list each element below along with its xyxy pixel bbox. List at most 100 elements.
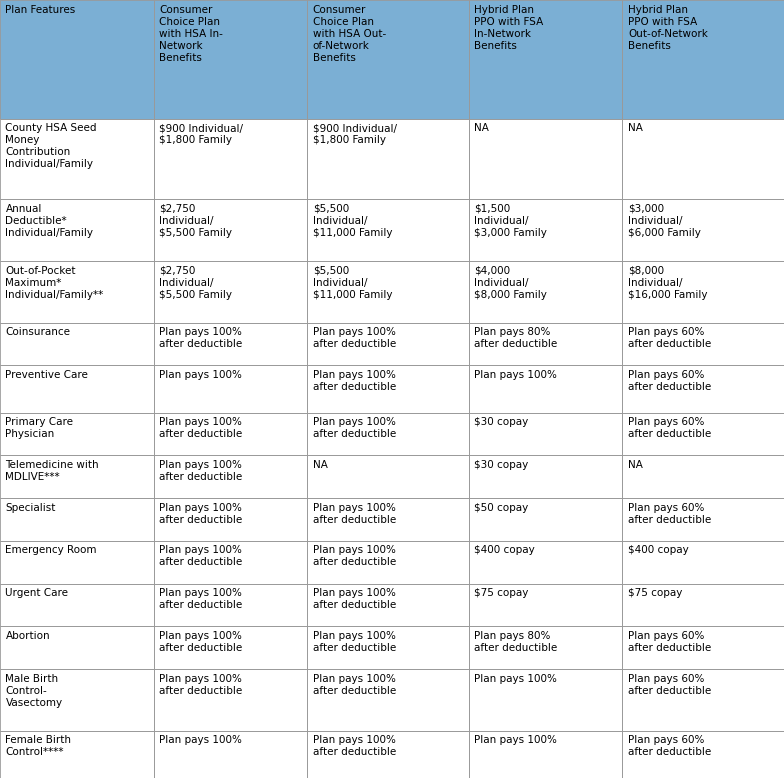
Bar: [0, 118, 154, 199]
Text: Plan pays 100%
after deductible: Plan pays 100% after deductible: [313, 417, 396, 440]
Text: $3,000
Individual/
$6,000 Family: $3,000 Individual/ $6,000 Family: [628, 204, 701, 238]
Text: Plan pays 100%
after deductible: Plan pays 100% after deductible: [159, 417, 242, 440]
Bar: [469, 0, 622, 118]
Bar: [154, 584, 307, 626]
Text: Plan pays 100%
after deductible: Plan pays 100% after deductible: [159, 588, 242, 610]
Bar: [154, 199, 307, 261]
Bar: [307, 669, 469, 731]
Bar: [154, 412, 307, 455]
Bar: [0, 731, 154, 778]
Bar: [622, 731, 784, 778]
Bar: [622, 455, 784, 498]
Text: Plan pays 80%
after deductible: Plan pays 80% after deductible: [474, 328, 557, 349]
Text: $2,750
Individual/
$5,500 Family: $2,750 Individual/ $5,500 Family: [159, 265, 232, 300]
Bar: [0, 199, 154, 261]
Bar: [154, 731, 307, 778]
Bar: [0, 412, 154, 455]
Text: $400 copay: $400 copay: [474, 545, 535, 555]
Bar: [0, 626, 154, 669]
Bar: [622, 626, 784, 669]
Bar: [0, 261, 154, 323]
Bar: [622, 199, 784, 261]
Bar: [307, 498, 469, 541]
Bar: [0, 626, 154, 669]
Text: Plan pays 100%
after deductible: Plan pays 100% after deductible: [159, 460, 242, 482]
Bar: [469, 366, 622, 412]
Bar: [469, 323, 622, 366]
Bar: [154, 323, 307, 366]
Bar: [0, 541, 154, 584]
Bar: [154, 261, 307, 323]
Bar: [469, 118, 622, 199]
Bar: [622, 118, 784, 199]
Text: Hybrid Plan
PPO with FSA
Out-of-Network
Benefits: Hybrid Plan PPO with FSA Out-of-Network …: [628, 5, 708, 51]
Text: Plan pays 60%
after deductible: Plan pays 60% after deductible: [628, 417, 711, 440]
Bar: [307, 0, 469, 118]
Bar: [154, 455, 307, 498]
Bar: [307, 199, 469, 261]
Bar: [307, 455, 469, 498]
Text: Plan pays 100%
after deductible: Plan pays 100% after deductible: [313, 328, 396, 349]
Bar: [469, 584, 622, 626]
Text: Emergency Room: Emergency Room: [5, 545, 97, 555]
Bar: [0, 366, 154, 412]
Bar: [0, 498, 154, 541]
Text: Consumer
Choice Plan
with HSA Out-
of-Network
Benefits: Consumer Choice Plan with HSA Out- of-Ne…: [313, 5, 386, 63]
Bar: [0, 541, 154, 584]
Bar: [154, 261, 307, 323]
Text: Consumer
Choice Plan
with HSA In-
Network
Benefits: Consumer Choice Plan with HSA In- Networ…: [159, 5, 223, 63]
Bar: [154, 0, 307, 118]
Text: $30 copay: $30 copay: [474, 417, 528, 427]
Bar: [622, 731, 784, 778]
Bar: [307, 118, 469, 199]
Bar: [469, 366, 622, 412]
Text: Plan Features: Plan Features: [5, 5, 76, 15]
Bar: [469, 731, 622, 778]
Bar: [307, 584, 469, 626]
Text: Female Birth
Control****: Female Birth Control****: [5, 735, 71, 757]
Bar: [622, 541, 784, 584]
Bar: [0, 323, 154, 366]
Bar: [469, 323, 622, 366]
Text: Plan pays 100%
after deductible: Plan pays 100% after deductible: [159, 503, 242, 525]
Bar: [469, 199, 622, 261]
Bar: [469, 261, 622, 323]
Bar: [622, 0, 784, 118]
Bar: [307, 498, 469, 541]
Bar: [622, 412, 784, 455]
Bar: [307, 731, 469, 778]
Text: Plan pays 100%
after deductible: Plan pays 100% after deductible: [159, 631, 242, 653]
Text: $8,000
Individual/
$16,000 Family: $8,000 Individual/ $16,000 Family: [628, 265, 707, 300]
Bar: [0, 584, 154, 626]
Bar: [0, 199, 154, 261]
Bar: [307, 541, 469, 584]
Text: NA: NA: [628, 123, 643, 133]
Bar: [154, 669, 307, 731]
Bar: [622, 584, 784, 626]
Text: Plan pays 80%
after deductible: Plan pays 80% after deductible: [474, 631, 557, 653]
Bar: [307, 366, 469, 412]
Text: Plan pays 60%
after deductible: Plan pays 60% after deductible: [628, 674, 711, 696]
Bar: [622, 455, 784, 498]
Text: $50 copay: $50 copay: [474, 503, 528, 513]
Text: NA: NA: [474, 123, 489, 133]
Bar: [154, 412, 307, 455]
Bar: [154, 731, 307, 778]
Text: Male Birth
Control-
Vasectomy: Male Birth Control- Vasectomy: [5, 674, 63, 707]
Bar: [469, 455, 622, 498]
Bar: [307, 541, 469, 584]
Text: Annual
Deductible*
Individual/Family: Annual Deductible* Individual/Family: [5, 204, 93, 238]
Bar: [469, 584, 622, 626]
Bar: [469, 626, 622, 669]
Text: $75 copay: $75 copay: [474, 588, 528, 598]
Bar: [622, 412, 784, 455]
Bar: [622, 323, 784, 366]
Bar: [469, 498, 622, 541]
Bar: [154, 626, 307, 669]
Bar: [622, 118, 784, 199]
Bar: [622, 366, 784, 412]
Bar: [622, 626, 784, 669]
Text: Plan pays 60%
after deductible: Plan pays 60% after deductible: [628, 735, 711, 757]
Bar: [307, 669, 469, 731]
Text: Plan pays 100%
after deductible: Plan pays 100% after deductible: [313, 735, 396, 757]
